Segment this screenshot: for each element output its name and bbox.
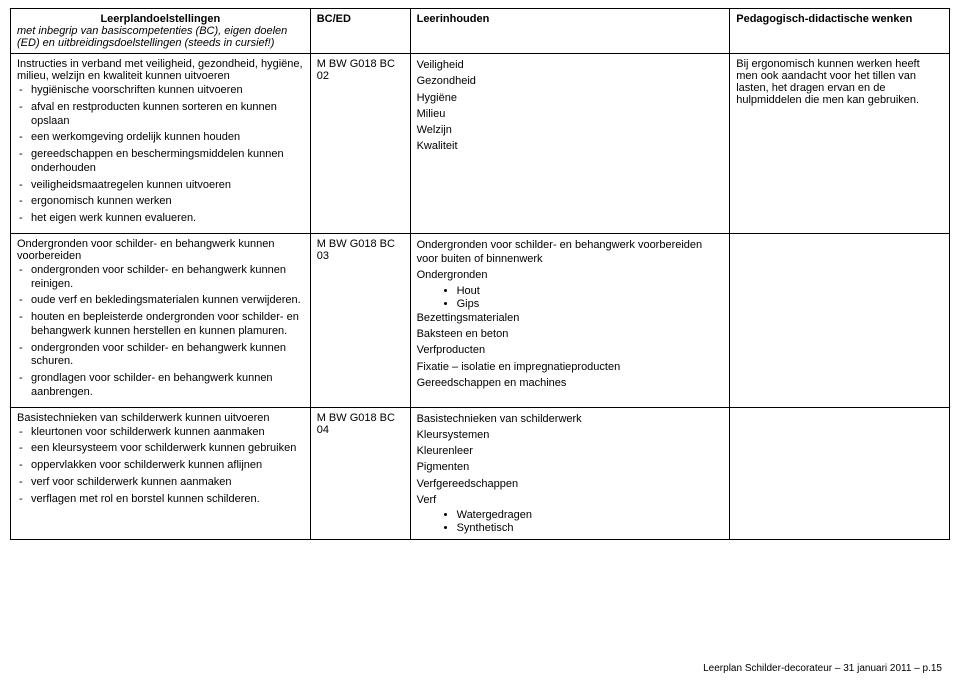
content-group-head: Fixatie – isolatie en impregnatieproduct… bbox=[417, 360, 724, 374]
goals-item: een kleursysteem voor schilderwerk kunne… bbox=[17, 442, 304, 456]
goals-item: grondlagen voor schilder- en behangwerk … bbox=[17, 372, 304, 400]
table-row: Basistechnieken van schilderwerk kunnen … bbox=[11, 407, 950, 540]
content-group-head: Ondergronden bbox=[417, 268, 724, 282]
table-row: Instructies in verband met veiligheid, g… bbox=[11, 54, 950, 234]
code-cell: M BW G018 BC 03 bbox=[310, 233, 410, 407]
content-bullet: Hout bbox=[457, 285, 724, 297]
col1-header: Leerplandoelstellingen met inbegrip van … bbox=[11, 9, 311, 54]
goals-cell: Instructies in verband met veiligheid, g… bbox=[11, 54, 311, 234]
goals-cell: Ondergronden voor schilder- en behangwer… bbox=[11, 233, 311, 407]
goals-cell: Basistechnieken van schilderwerk kunnen … bbox=[11, 407, 311, 540]
table-row: Ondergronden voor schilder- en behangwer… bbox=[11, 233, 950, 407]
goals-list: kleurtonen voor schilderwerk kunnen aanm… bbox=[17, 426, 304, 507]
header-row: Leerplandoelstellingen met inbegrip van … bbox=[11, 9, 950, 54]
content-line: Welzijn bbox=[417, 123, 724, 137]
content-line: Milieu bbox=[417, 107, 724, 121]
content-line: Gezondheid bbox=[417, 74, 724, 88]
content-group-head: Gereedschappen en machines bbox=[417, 376, 724, 390]
goals-item: verflagen met rol en borstel kunnen schi… bbox=[17, 493, 304, 507]
content-group-head: Bezettingsmaterialen bbox=[417, 311, 724, 325]
goals-item: een werkomgeving ordelijk kunnen houden bbox=[17, 131, 304, 145]
goals-item: verf voor schilderwerk kunnen aanmaken bbox=[17, 476, 304, 490]
goals-item: oppervlakken voor schilderwerk kunnen af… bbox=[17, 459, 304, 473]
content-group-head: Baksteen en beton bbox=[417, 327, 724, 341]
content-cell: Ondergronden voor schilder- en behangwer… bbox=[410, 233, 730, 407]
content-group-head: Verf bbox=[417, 493, 724, 507]
goals-item: ondergronden voor schilder- en behangwer… bbox=[17, 342, 304, 370]
goals-item: ergonomisch kunnen werken bbox=[17, 195, 304, 209]
content-group-head: Pigmenten bbox=[417, 460, 724, 474]
goals-item: gereedschappen en beschermingsmiddelen k… bbox=[17, 148, 304, 176]
col1-subtitle: met inbegrip van basiscompetenties (BC),… bbox=[17, 25, 304, 49]
notes-cell bbox=[730, 233, 950, 407]
content-line: Veiligheid bbox=[417, 58, 724, 72]
goals-item: ondergronden voor schilder- en behangwer… bbox=[17, 264, 304, 292]
goals-item: het eigen werk kunnen evalueren. bbox=[17, 212, 304, 226]
content-bullets: HoutGips bbox=[417, 285, 724, 310]
col2-header: BC/ED bbox=[310, 9, 410, 54]
goals-item: kleurtonen voor schilderwerk kunnen aanm… bbox=[17, 426, 304, 440]
content-line: Hygiëne bbox=[417, 91, 724, 105]
content-bullet: Gips bbox=[457, 298, 724, 310]
goals-item: hygiënische voorschriften kunnen uitvoer… bbox=[17, 84, 304, 98]
content-group-head: Verfproducten bbox=[417, 343, 724, 357]
code-cell: M BW G018 BC 04 bbox=[310, 407, 410, 540]
goals-item: afval en restproducten kunnen sorteren e… bbox=[17, 101, 304, 129]
goals-list: hygiënische voorschriften kunnen uitvoer… bbox=[17, 84, 304, 226]
goals-item: oude verf en bekledingsmaterialen kunnen… bbox=[17, 294, 304, 308]
code-cell: M BW G018 BC 02 bbox=[310, 54, 410, 234]
goals-intro: Instructies in verband met veiligheid, g… bbox=[17, 58, 304, 82]
content-group-head: Kleursystemen bbox=[417, 428, 724, 442]
curriculum-table: Leerplandoelstellingen met inbegrip van … bbox=[10, 8, 950, 540]
content-intro: Ondergronden voor schilder- en behangwer… bbox=[417, 238, 724, 267]
content-cell: Veiligheid Gezondheid Hygiëne Milieu Welzijn… bbox=[410, 54, 730, 234]
goals-item: veiligheidsmaatregelen kunnen uitvoeren bbox=[17, 179, 304, 193]
content-group-head: Kleurenleer bbox=[417, 444, 724, 458]
goals-list: ondergronden voor schilder- en behangwer… bbox=[17, 264, 304, 400]
goals-intro: Ondergronden voor schilder- en behangwer… bbox=[17, 238, 304, 262]
content-bullet: Watergedragen bbox=[457, 509, 724, 521]
content-group-head: Verfgereedschappen bbox=[417, 477, 724, 491]
content-bullet: Synthetisch bbox=[457, 522, 724, 534]
content-group-head: Basistechnieken van schilderwerk bbox=[417, 412, 724, 426]
content-cell: Basistechnieken van schilderwerk Kleursys… bbox=[410, 407, 730, 540]
notes-cell bbox=[730, 407, 950, 540]
page-footer: Leerplan Schilder-decorateur – 31 januar… bbox=[703, 663, 942, 674]
col1-title: Leerplandoelstellingen bbox=[17, 13, 304, 25]
notes-cell: Bij ergonomisch kunnen werken heeft men … bbox=[730, 54, 950, 234]
goals-intro: Basistechnieken van schilderwerk kunnen … bbox=[17, 412, 304, 424]
content-bullets: WatergedragenSynthetisch bbox=[417, 509, 724, 534]
col4-header: Pedagogisch-didactische wenken bbox=[730, 9, 950, 54]
col3-header: Leerinhouden bbox=[410, 9, 730, 54]
content-line: Kwaliteit bbox=[417, 139, 724, 153]
goals-item: houten en bepleisterde ondergronden voor… bbox=[17, 311, 304, 339]
